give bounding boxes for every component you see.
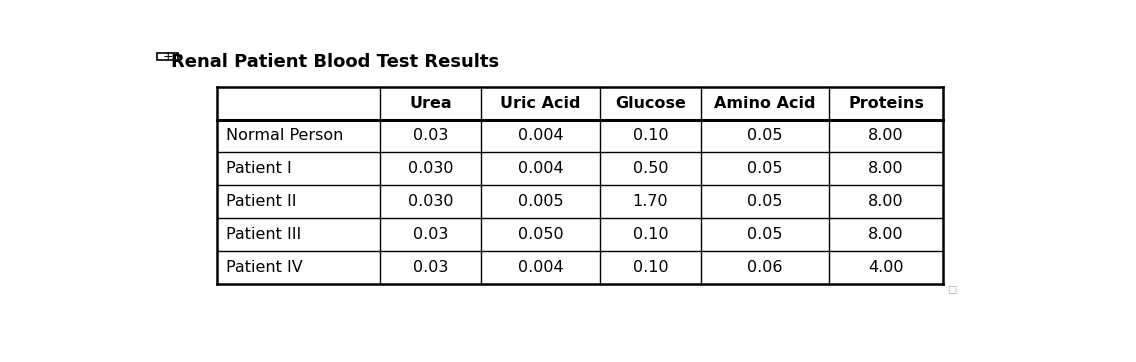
Text: 0.10: 0.10 <box>633 227 668 242</box>
Text: 0.05: 0.05 <box>747 227 783 242</box>
Text: 8.00: 8.00 <box>868 129 904 143</box>
Text: 0.10: 0.10 <box>633 129 668 143</box>
Text: Urea: Urea <box>409 96 452 110</box>
Text: Patient III: Patient III <box>226 227 301 242</box>
Text: 0.03: 0.03 <box>412 227 448 242</box>
Text: 8.00: 8.00 <box>868 227 904 242</box>
Text: 0.10: 0.10 <box>633 260 668 275</box>
Text: 0.05: 0.05 <box>747 194 783 209</box>
Text: 8.00: 8.00 <box>868 161 904 176</box>
Text: 1.70: 1.70 <box>633 194 668 209</box>
Text: Patient IV: Patient IV <box>226 260 302 275</box>
Text: Normal Person: Normal Person <box>226 129 343 143</box>
Text: 0.005: 0.005 <box>518 194 563 209</box>
Text: 0.06: 0.06 <box>747 260 783 275</box>
Text: 4.00: 4.00 <box>868 260 904 275</box>
Text: Uric Acid: Uric Acid <box>500 96 580 110</box>
Text: 0.030: 0.030 <box>408 161 453 176</box>
Text: 0.05: 0.05 <box>747 129 783 143</box>
Text: 0.050: 0.050 <box>518 227 563 242</box>
Text: 0.03: 0.03 <box>412 260 448 275</box>
Text: 0.03: 0.03 <box>412 129 448 143</box>
Text: Patient II: Patient II <box>226 194 296 209</box>
Text: 0.05: 0.05 <box>747 161 783 176</box>
Text: 0.030: 0.030 <box>408 194 453 209</box>
Text: 0.004: 0.004 <box>518 129 563 143</box>
Text: Proteins: Proteins <box>847 96 924 110</box>
Text: 0.004: 0.004 <box>518 260 563 275</box>
Text: +: + <box>162 50 174 63</box>
Text: □: □ <box>946 285 955 295</box>
Text: Patient I: Patient I <box>226 161 292 176</box>
Text: Glucose: Glucose <box>615 96 686 110</box>
Text: Amino Acid: Amino Acid <box>715 96 816 110</box>
Text: Renal Patient Blood Test Results: Renal Patient Blood Test Results <box>172 53 499 71</box>
Text: 8.00: 8.00 <box>868 194 904 209</box>
Text: 0.004: 0.004 <box>518 161 563 176</box>
Text: 0.50: 0.50 <box>633 161 668 176</box>
FancyBboxPatch shape <box>157 53 178 60</box>
